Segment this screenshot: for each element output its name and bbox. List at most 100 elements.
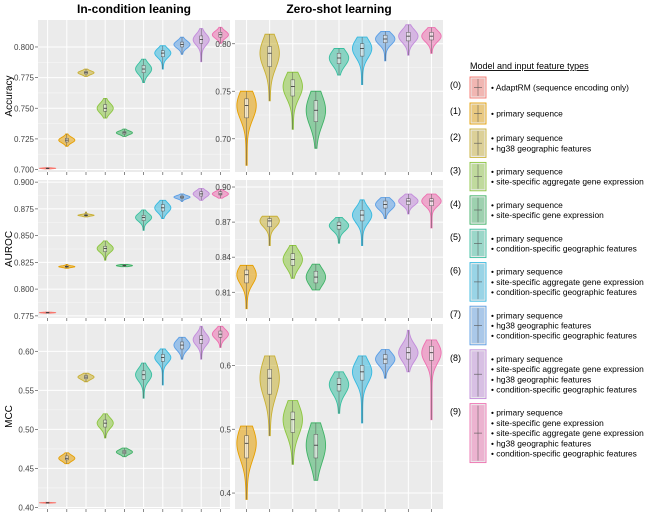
box-mcc-zs-model-9 (429, 346, 434, 361)
y-tick-label: 0.80 (215, 40, 231, 49)
y-tick-label: 0.87 (215, 218, 231, 227)
column-title-in-condition: In-condition leaning (77, 2, 191, 16)
y-axis-label-auroc-in: AUROC (4, 231, 15, 267)
y-tick-label: 0.725 (14, 135, 35, 144)
panel-mcc-in: 0.40 0.45 0.50 0.55 0.60 MCC (4, 324, 230, 512)
panel-mcc-zs: 0.4 0.5 0.6 (220, 324, 443, 512)
legend-text-0-0: • AdaptRM (sequence encoding only) (491, 83, 629, 93)
legend-text-7-2: • condition-specific geographic features (491, 331, 637, 341)
legend-text-9-3: • hg38 geographic features (491, 438, 591, 448)
legend-text-9-0: • primary sequence (491, 408, 563, 418)
legend-text-9-4: • condition-specific geographic features (491, 449, 637, 459)
box-mcc-zs-model-4 (313, 434, 318, 459)
box-acc-zs-model-1 (244, 98, 249, 119)
legend: Model and input feature types (0) • AdaptR… (450, 61, 644, 464)
legend-text-3-1: • site-specific aggregate gene expressio… (491, 177, 644, 187)
legend-key-8 (469, 349, 487, 400)
legend-text-6-0: • primary sequence (491, 267, 563, 277)
y-tick-label: 0.50 (18, 425, 34, 434)
y-tick-label: 0.4 (220, 489, 232, 498)
y-tick-label: 0.45 (18, 464, 34, 473)
legend-key-6 (469, 262, 487, 302)
box-mcc-zs-model-3 (290, 411, 295, 433)
panel-acc-zs: 0.70 0.75 0.80 (215, 20, 443, 175)
y-tick-label: 0.75 (215, 87, 231, 96)
legend-key-4 (469, 195, 487, 225)
y-tick-label: 0.800 (14, 43, 35, 52)
legend-title: Model and input feature types (470, 61, 589, 71)
legend-code-7: (7) (450, 309, 461, 319)
box-auroc-zs-model-8 (406, 198, 411, 205)
box-acc-zs-model-8 (406, 32, 411, 42)
legend-key-2 (469, 128, 487, 158)
legend-key-5 (469, 228, 487, 259)
box-auroc-zs-model-1 (244, 269, 249, 284)
box-acc-zs-model-2 (267, 46, 272, 67)
legend-text-7-1: • hg38 geographic features (491, 321, 591, 331)
y-tick-label: 0.900 (14, 178, 35, 187)
box-acc-in-model-6 (161, 50, 165, 58)
legend-text-1-0: • primary sequence (491, 109, 563, 119)
legend-code-4: (4) (450, 199, 461, 209)
legend-text-5-0: • primary sequence (491, 233, 563, 243)
box-auroc-in-model-3 (103, 246, 107, 252)
box-auroc-in-model-9 (218, 191, 223, 196)
box-mcc-zs-model-2 (267, 369, 272, 395)
legend-code-8: (8) (450, 353, 461, 363)
box-mcc-zs-model-1 (244, 435, 249, 459)
y-tick-label: 0.825 (14, 258, 35, 267)
column-title-zero-shot: Zero-shot learning (286, 2, 391, 16)
legend-code-6: (6) (450, 266, 461, 276)
legend-key-1 (469, 102, 487, 125)
legend-text-8-2: • hg38 geographic features (491, 374, 591, 384)
legend-key-3 (469, 161, 487, 192)
legend-key-0 (469, 76, 487, 99)
box-auroc-in-model-5 (141, 215, 146, 221)
legend-code-0: (0) (450, 80, 461, 90)
legend-text-9-1: • site-specific gene expression (491, 418, 604, 428)
panel-auroc-in: 0.775 0.800 0.825 0.850 0.875 0.900 AUROC (4, 178, 230, 321)
legend-key-7 (469, 305, 487, 346)
y-tick-label: 0.55 (18, 386, 34, 395)
box-acc-zs-model-6 (360, 43, 365, 57)
y-tick-label: 0.875 (14, 205, 35, 214)
box-acc-zs-model-5 (336, 53, 342, 64)
panel-background (38, 324, 230, 509)
box-mcc-zs-model-6 (360, 365, 365, 381)
y-tick-label: 0.5 (220, 425, 232, 434)
legend-code-1: (1) (450, 106, 461, 116)
legend-text-4-0: • primary sequence (491, 200, 563, 210)
legend-code-9: (9) (450, 407, 461, 417)
y-tick-label: 0.750 (14, 104, 35, 113)
legend-text-8-1: • site-specific aggregate gene expressio… (491, 364, 644, 374)
legend-text-8-0: • primary sequence (491, 354, 563, 364)
legend-text-5-1: • condition-specific geographic features (491, 244, 637, 254)
legend-text-4-1: • site-specific gene expression (491, 210, 604, 220)
box-auroc-zs-model-9 (429, 198, 434, 206)
legend-text-2-0: • primary sequence (491, 133, 563, 143)
panel-acc-in: 0.700 0.725 0.750 0.775 0.800 Accuracy (4, 20, 230, 175)
y-tick-label: 0.850 (14, 232, 35, 241)
box-auroc-zs-model-6 (360, 210, 365, 222)
legend-text-6-2: • condition-specific geographic features (491, 287, 637, 297)
box-auroc-zs-model-2 (267, 218, 272, 228)
y-tick-label: 0.40 (18, 503, 34, 512)
box-mcc-zs-model-8 (406, 347, 411, 360)
legend-text-7-0: • primary sequence (491, 310, 563, 320)
legend-text-2-1: • hg38 geographic features (491, 143, 591, 153)
y-tick-label: 0.84 (215, 253, 231, 262)
legend-text-3-0: • primary sequence (491, 167, 563, 177)
y-axis-label-mcc-in: MCC (4, 405, 15, 428)
y-tick-label: 0.6 (220, 361, 232, 370)
y-tick-label: 0.775 (14, 74, 35, 83)
panel-auroc-zs: 0.81 0.84 0.87 0.90 (215, 180, 443, 321)
legend-text-8-3: • condition-specific geographic features (491, 385, 637, 395)
y-tick-label: 0.700 (14, 166, 35, 175)
y-tick-label: 0.775 (14, 312, 35, 321)
y-tick-label: 0.81 (215, 288, 231, 297)
y-tick-label: 0.70 (215, 135, 231, 144)
legend-code-3: (3) (450, 165, 461, 175)
y-tick-label: 0.90 (215, 183, 231, 192)
y-tick-label: 0.800 (14, 285, 35, 294)
